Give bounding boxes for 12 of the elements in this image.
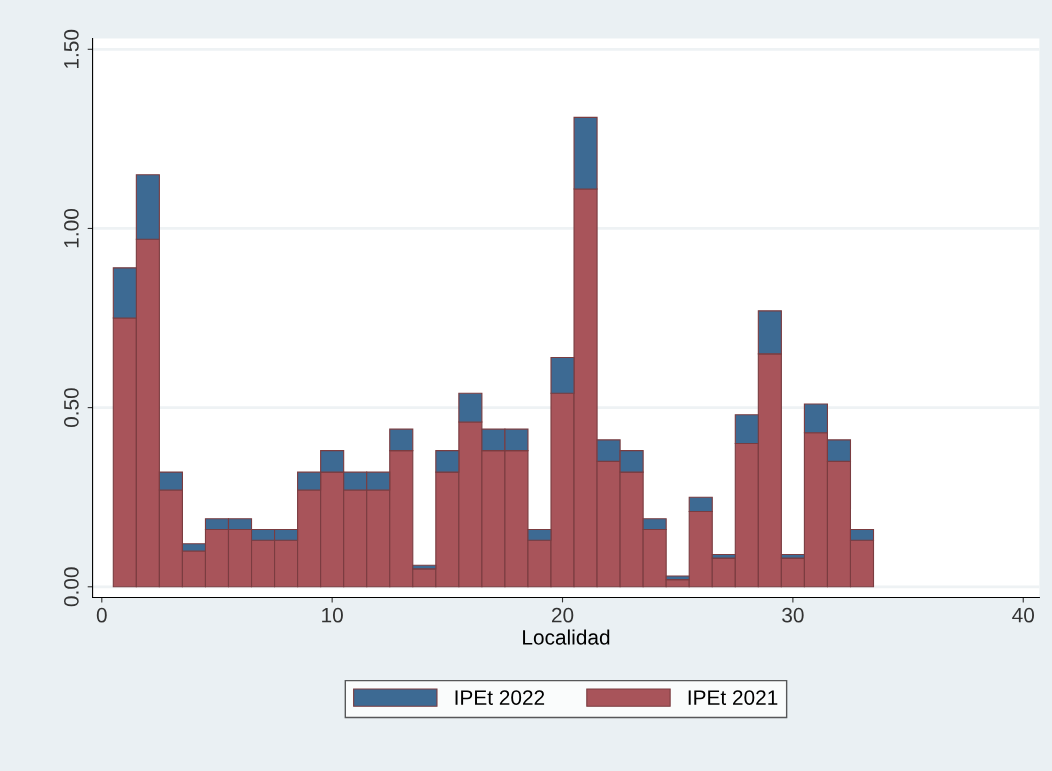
y-tick-label: 1.00 — [63, 209, 79, 248]
x-tick-label: 20 — [551, 607, 574, 623]
x-tick-label: 30 — [782, 607, 804, 623]
y-tick-label: 0.50 — [63, 388, 79, 428]
x-tick-label: 10 — [322, 607, 343, 623]
legend-label: IPEt 2022 — [455, 690, 545, 705]
y-tick-label: 0.00 — [63, 567, 79, 607]
x-axis-title: Localidad — [523, 629, 610, 645]
legend-label: IPEt 2021 — [688, 690, 778, 705]
y-tick-label: 1.50 — [63, 29, 79, 68]
x-tick-label: 40 — [1012, 607, 1035, 623]
x-tick-label: 0 — [96, 607, 107, 623]
